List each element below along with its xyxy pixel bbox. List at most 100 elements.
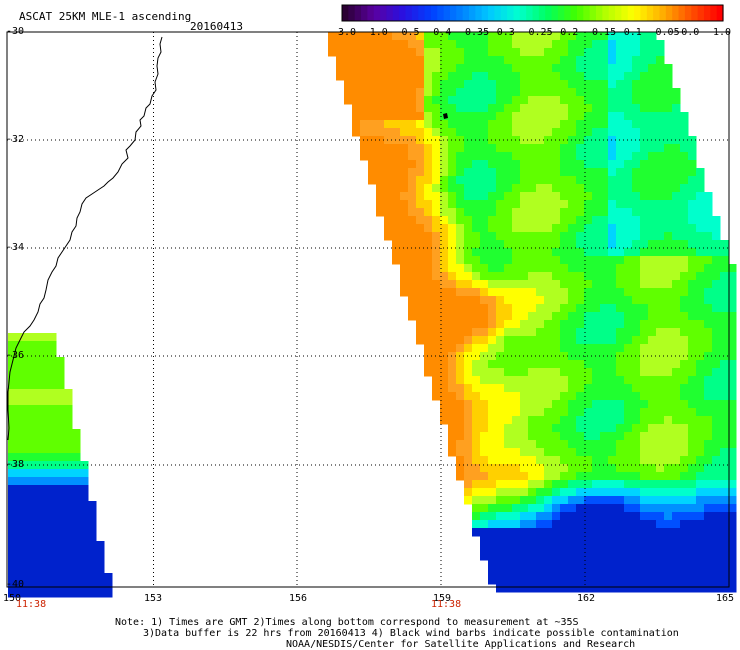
swath-cell xyxy=(560,240,569,249)
swath-cell xyxy=(608,72,617,81)
swath-cell xyxy=(600,512,609,521)
swath-cell xyxy=(672,112,681,121)
swath-cell xyxy=(376,168,385,177)
swath-cell xyxy=(720,504,729,513)
swath-cell xyxy=(600,72,609,81)
swath-cell xyxy=(520,552,529,561)
swath-cell xyxy=(720,464,729,473)
swath-cell xyxy=(24,525,33,534)
swath-cell xyxy=(496,480,505,489)
swath-cell xyxy=(528,136,537,145)
swath-cell xyxy=(464,472,473,481)
swath-cell xyxy=(648,376,657,385)
swath-cell xyxy=(616,416,625,425)
swath-cell xyxy=(384,168,393,177)
swath-cell xyxy=(664,376,673,385)
swath-cell xyxy=(32,333,41,342)
swath-cell xyxy=(456,104,465,113)
swath-cell xyxy=(680,128,689,137)
swath-cell xyxy=(488,144,497,153)
swath-cell xyxy=(584,512,593,521)
swath-cell xyxy=(592,512,601,521)
swath-cell xyxy=(544,376,553,385)
swath-cell xyxy=(520,328,529,337)
swath-cell xyxy=(600,208,609,217)
swath-cell xyxy=(32,493,41,502)
swath-cell xyxy=(496,440,505,449)
swath-cell xyxy=(552,240,561,249)
swath-cell xyxy=(528,160,537,169)
swath-cell xyxy=(512,400,521,409)
swath-cell xyxy=(640,384,649,393)
swath-cell xyxy=(528,336,537,345)
swath-cell xyxy=(80,581,89,590)
swath-cell xyxy=(96,541,105,550)
swath-cell xyxy=(368,120,377,129)
swath-cell xyxy=(520,496,529,505)
colorbar-swatch xyxy=(354,5,362,21)
swath-cell xyxy=(24,501,33,510)
swath-cell xyxy=(8,477,17,486)
swath-cell xyxy=(512,144,521,153)
swath-cell xyxy=(472,56,481,65)
swath-cell xyxy=(456,432,465,441)
swath-cell xyxy=(512,248,521,257)
swath-cell xyxy=(520,392,529,401)
swath-cell xyxy=(680,328,689,337)
swath-cell xyxy=(568,376,577,385)
swath-cell xyxy=(448,136,457,145)
swath-cell xyxy=(480,280,489,289)
swath-cell xyxy=(424,56,433,65)
swath-cell xyxy=(680,304,689,313)
swath-cell xyxy=(600,376,609,385)
swath-cell xyxy=(352,72,361,81)
swath-cell xyxy=(560,568,569,577)
swath-cell xyxy=(576,64,585,73)
swath-cell xyxy=(8,525,17,534)
swath-cell xyxy=(624,440,633,449)
swath-cell xyxy=(616,448,625,457)
swath-cell xyxy=(376,104,385,113)
swath-cell xyxy=(8,581,17,590)
swath-cell xyxy=(624,256,633,265)
swath-cell xyxy=(712,504,721,513)
swath-cell xyxy=(640,176,649,185)
swath-cell xyxy=(704,320,713,329)
swath-cell xyxy=(688,312,697,321)
swath-cell xyxy=(560,472,569,481)
swath-cell xyxy=(544,56,553,65)
colorbar-label: -3.0 xyxy=(332,27,357,38)
swath-cell xyxy=(688,200,697,209)
swath-cell xyxy=(592,416,601,425)
swath-cell xyxy=(440,80,449,89)
swath-cell xyxy=(608,240,617,249)
swath-cell xyxy=(632,464,641,473)
swath-cell xyxy=(456,320,465,329)
swath-cell xyxy=(528,488,537,497)
swath-cell xyxy=(656,224,665,233)
swath-cell xyxy=(488,280,497,289)
swath-cell xyxy=(552,352,561,361)
swath-cell xyxy=(512,256,521,265)
swath-cell xyxy=(568,528,577,537)
swath-cell xyxy=(568,304,577,313)
swath-cell xyxy=(504,424,513,433)
swath-cell xyxy=(536,376,545,385)
swath-cell xyxy=(688,560,697,569)
swath-cell xyxy=(488,200,497,209)
swath-cell xyxy=(608,360,617,369)
swath-cell xyxy=(608,200,617,209)
colorbar-swatch xyxy=(342,5,349,21)
swath-cell xyxy=(544,368,553,377)
swath-cell xyxy=(616,120,625,129)
swath-cell xyxy=(728,392,737,401)
swath-cell xyxy=(456,168,465,177)
swath-cell xyxy=(512,232,521,241)
swath-cell xyxy=(392,224,401,233)
swath-cell xyxy=(648,256,657,265)
swath-cell xyxy=(528,304,537,313)
swath-cell xyxy=(616,352,625,361)
swath-cell xyxy=(648,568,657,577)
swath-cell xyxy=(416,192,425,201)
swath-cell xyxy=(600,416,609,425)
